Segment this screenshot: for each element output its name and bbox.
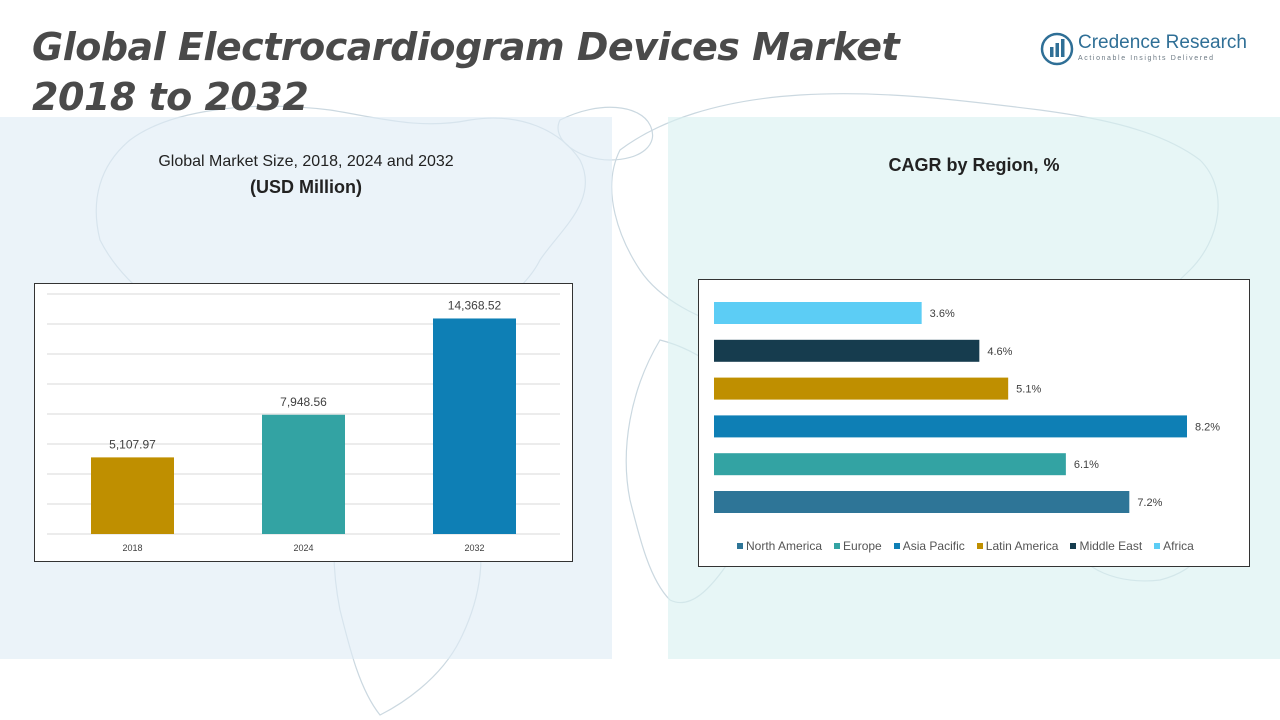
bar-africa	[714, 302, 922, 324]
legend-item: Latin America	[976, 539, 1059, 553]
bar-value-label: 7.2%	[1137, 497, 1162, 509]
legend-item: Middle East	[1070, 539, 1142, 553]
bar-2032	[433, 318, 516, 534]
bar-latin-america	[714, 377, 1009, 400]
legend-swatch	[1154, 543, 1161, 549]
market-size-chart: 5,107.97 2018 7,948.56 2024 14,368.52 2032	[34, 283, 573, 562]
legend-item: Asia Pacific	[893, 539, 965, 553]
bar-value-label: 8.2%	[1195, 421, 1220, 433]
bar-value-label: 4.6%	[987, 346, 1012, 358]
page-title: Global Electrocardiogram Devices Market …	[32, 25, 900, 119]
bar-value-label: 5.1%	[1016, 384, 1041, 396]
legend-label: Europe	[843, 539, 882, 553]
x-tick-label: 2018	[122, 543, 142, 553]
logo-icon	[1040, 32, 1074, 66]
legend-swatch	[893, 543, 900, 549]
legend-label: Latin America	[985, 539, 1059, 553]
bar-asia-pacific	[714, 415, 1187, 438]
legend-label: North America	[746, 539, 823, 553]
legend-swatch	[1070, 543, 1077, 549]
legend-swatch	[976, 543, 983, 549]
legend-swatch	[737, 543, 743, 549]
bar-2018	[91, 457, 174, 534]
cagr-subtitle: CAGR by Region, %	[888, 155, 1060, 175]
x-tick-label: 2024	[293, 543, 313, 553]
logo-name: Credence Research	[1078, 32, 1247, 53]
cagr-chart: 7.2% 6.1% 8.2% 5.1% 4.6% 3.6% North America Eu…	[698, 279, 1250, 567]
legend-label: Middle East	[1079, 539, 1143, 553]
bar-europe	[714, 453, 1066, 476]
cagr-chart-svg: 7.2% 6.1% 8.2% 5.1% 4.6% 3.6%	[714, 302, 1220, 513]
brand-logo: Credence Research Actionable Insights De…	[1040, 30, 1260, 70]
x-tick-label: 2032	[464, 543, 484, 553]
market-size-subtitle: Global Market Size, 2018, 2024 and 2032	[158, 153, 454, 170]
bar-north-america	[714, 491, 1130, 513]
bar-2024	[262, 414, 345, 534]
market-size-chart-svg: 5,107.97 2018 7,948.56 2024 14,368.52 2032	[47, 293, 560, 553]
cagr-legend: North America Europe Asia Pacific Latin Ame…	[737, 539, 1194, 553]
bar-value-label: 5,107.97	[109, 437, 156, 451]
legend-item: Africa	[1154, 539, 1194, 553]
legend-label: Africa	[1163, 539, 1194, 553]
logo-tagline: Actionable Insights Delivered	[1078, 55, 1215, 62]
legend-item: North America	[737, 539, 822, 553]
legend-label: Asia Pacific	[902, 539, 965, 553]
bar-value-label: 7,948.56	[280, 395, 327, 409]
legend-item: Europe	[834, 539, 882, 553]
bar-value-label: 14,368.52	[448, 298, 502, 312]
market-size-unit: (USD Million)	[250, 177, 362, 197]
legend-swatch	[834, 543, 841, 549]
bar-value-label: 6.1%	[1074, 459, 1099, 471]
bar-value-label: 3.6%	[930, 308, 955, 320]
bar-middle-east	[714, 339, 980, 362]
